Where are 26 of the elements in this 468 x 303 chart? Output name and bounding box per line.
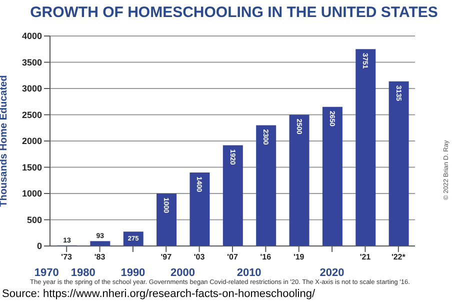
y-tick-label: 2500 — [22, 110, 42, 120]
source-note: Source: https://www.nheri.org/research-facts-on-homeschooling/ — [2, 288, 316, 300]
x-tick-label: '16 — [260, 252, 272, 262]
y-tick-label: 1500 — [22, 162, 42, 172]
x-tick-label: '21 — [360, 252, 372, 262]
x-tick-label: '97 — [160, 252, 172, 262]
y-tick-label: 1000 — [22, 188, 42, 199]
x-tick-label: '22* — [391, 252, 406, 262]
x-tick-label: '83 — [94, 252, 106, 262]
x-tick-label: '03 — [194, 252, 206, 262]
y-tick-label: 2000 — [22, 136, 42, 146]
text: 2010 — [236, 267, 262, 279]
text: 1980 — [70, 267, 96, 279]
y-tick-label: 3500 — [22, 57, 42, 68]
chart-title: GROWTH OF HOMESCHOOLING IN THE UNITED STATES — [29, 4, 439, 21]
text: 1990 — [120, 267, 146, 279]
text: 2020 — [318, 267, 346, 279]
y-tick-label: 3000 — [22, 84, 42, 94]
text: 2000 — [169, 267, 196, 279]
y-tick-label: 0 — [36, 241, 42, 252]
x-tick-label: '19 — [293, 252, 305, 262]
x-tick-label: '07 — [227, 252, 238, 262]
x-tick-label: '73 — [61, 252, 73, 262]
y-tick-label: 4000 — [22, 31, 42, 42]
y-tick-label: 500 — [26, 214, 42, 225]
text: 1970 — [33, 267, 60, 279]
